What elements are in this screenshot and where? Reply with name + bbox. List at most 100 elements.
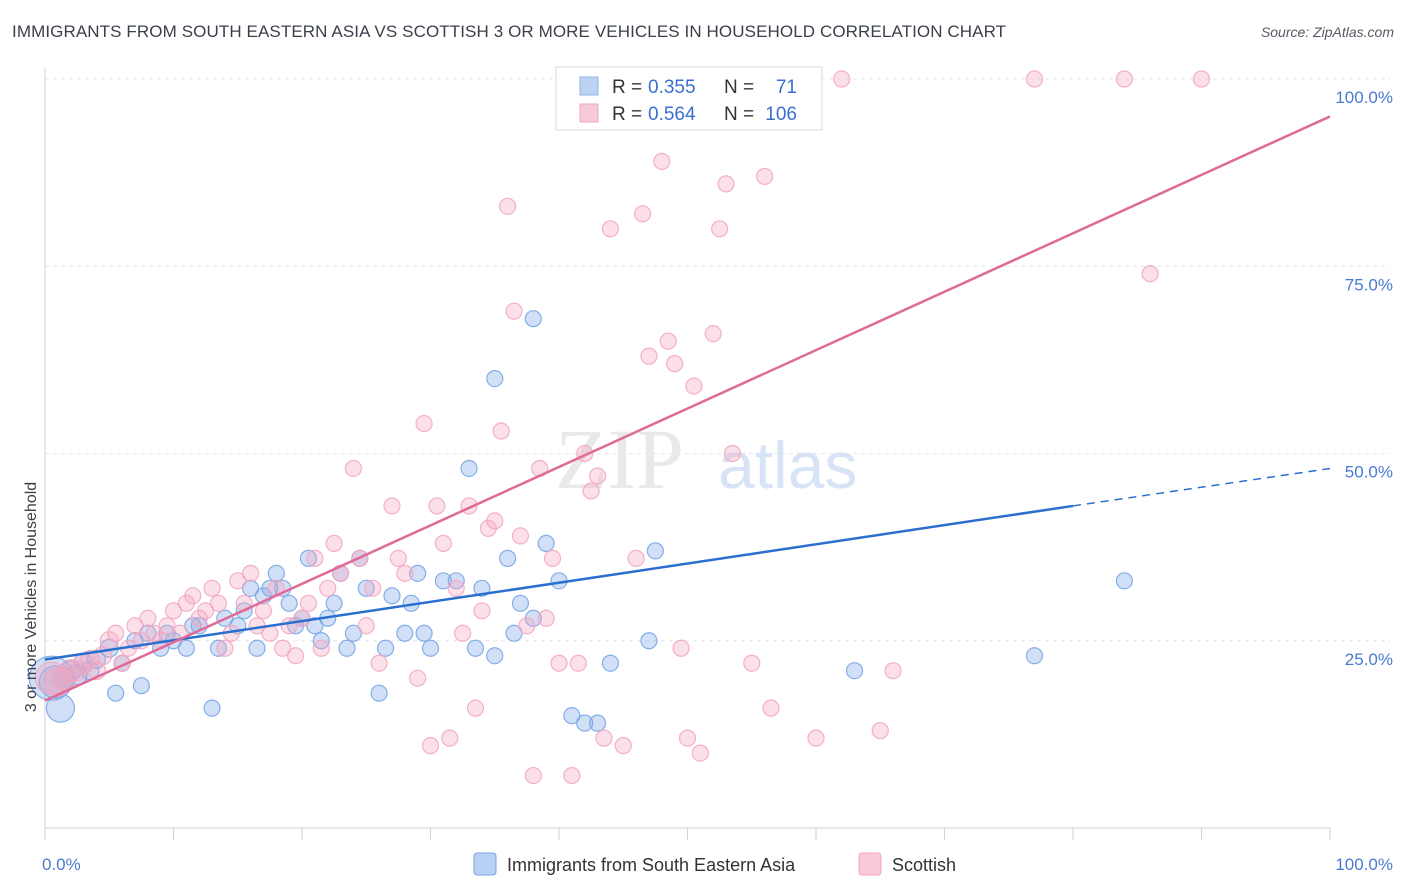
scottish-point bbox=[51, 665, 77, 691]
immigrants-point bbox=[248, 639, 266, 657]
scottish-point bbox=[550, 654, 568, 672]
grid-lines bbox=[45, 78, 1390, 642]
immigrants-point bbox=[370, 684, 388, 702]
immigrants-point bbox=[434, 572, 452, 590]
scottish-point bbox=[80, 649, 100, 670]
immigrants-point bbox=[421, 639, 440, 657]
immigrants-point bbox=[299, 549, 318, 567]
scottish-point bbox=[672, 639, 690, 657]
stats-legend-box bbox=[555, 66, 823, 131]
stats-legend: R = 0.355 N = 71 R = 0.564 N = 106 bbox=[555, 66, 823, 131]
y-tick-label: 75.0% bbox=[1345, 275, 1393, 294]
immigrants-point bbox=[261, 579, 279, 597]
y-axis-label: 3 or more Vehicles in Household bbox=[23, 482, 40, 712]
scottish-point bbox=[299, 594, 318, 612]
x-tick-labels: 0.0% 100.0% bbox=[42, 855, 1393, 874]
bottom-legend-swatch bbox=[858, 852, 882, 876]
scottish-point bbox=[357, 617, 375, 635]
immigrants-point bbox=[537, 534, 555, 552]
scottish-point bbox=[582, 482, 600, 500]
scottish-point bbox=[396, 564, 414, 582]
immigrants-point bbox=[383, 587, 401, 605]
scottish-point bbox=[511, 527, 530, 545]
immigrants-point bbox=[107, 684, 125, 702]
stats-n-value: 106 bbox=[765, 104, 797, 125]
scottish-point bbox=[209, 594, 228, 612]
scottish-point bbox=[1192, 70, 1211, 88]
scottish-point bbox=[164, 602, 183, 620]
immigrants-point bbox=[344, 624, 362, 642]
scottish-point bbox=[640, 347, 658, 365]
scottish-point bbox=[447, 579, 465, 597]
immigrants-point bbox=[845, 662, 864, 680]
immigrants-point bbox=[242, 579, 260, 597]
scottish-point bbox=[203, 579, 221, 597]
scottish-point bbox=[441, 729, 459, 747]
scottish-point bbox=[614, 737, 632, 755]
bottom-legend: Immigrants from South Eastern Asia Scotti… bbox=[473, 852, 956, 876]
immigrants-point bbox=[177, 639, 195, 657]
scottish-point bbox=[666, 355, 684, 373]
stats-r-value: 0.564 bbox=[648, 104, 696, 125]
scottish-point bbox=[1025, 70, 1044, 88]
scottish-point bbox=[871, 722, 889, 740]
immigrants-point bbox=[486, 370, 504, 388]
scottish-point bbox=[653, 152, 671, 170]
scottish-point bbox=[633, 205, 652, 223]
scottish-point bbox=[409, 669, 427, 687]
y-tick-label: 25.0% bbox=[1345, 650, 1393, 669]
scottish-point bbox=[184, 587, 202, 605]
immigrants-point bbox=[646, 542, 664, 560]
scottish-point bbox=[704, 325, 722, 343]
scottish-point bbox=[312, 639, 330, 657]
scottish-trend-line bbox=[44, 115, 1331, 702]
scottish-point bbox=[415, 414, 433, 433]
trend-lines bbox=[44, 115, 1331, 702]
y-tick-label: 50.0% bbox=[1345, 463, 1393, 482]
scottish-point bbox=[229, 572, 247, 590]
scottish-point bbox=[659, 332, 677, 350]
immigrants-trend-extension bbox=[1072, 467, 1331, 507]
bottom-legend-label: Scottish bbox=[892, 855, 956, 875]
scottish-point bbox=[325, 534, 343, 552]
scottish-point bbox=[563, 766, 581, 785]
watermark: ZIP atlas bbox=[555, 411, 857, 507]
scottish-point bbox=[126, 617, 144, 635]
scottish-point bbox=[158, 617, 176, 635]
scottish-point bbox=[486, 512, 504, 530]
scottish-point bbox=[274, 639, 292, 657]
immigrants-point bbox=[280, 594, 298, 612]
stats-r-label: R = bbox=[612, 104, 642, 125]
scottish-point bbox=[691, 744, 709, 762]
scottish-point bbox=[293, 609, 311, 627]
scottish-point bbox=[543, 549, 562, 567]
immigrants-point bbox=[640, 632, 658, 650]
immigrants-point bbox=[357, 579, 375, 597]
scottish-point bbox=[473, 602, 491, 620]
immigrants-point bbox=[396, 624, 414, 642]
stats-r-label: R = bbox=[612, 77, 642, 98]
immigrants-point bbox=[473, 579, 491, 597]
immigrants-point bbox=[563, 707, 581, 725]
scottish-point bbox=[319, 579, 337, 597]
scottish-point bbox=[833, 70, 851, 88]
source-label: Source: ZipAtlas.com bbox=[1260, 24, 1394, 40]
chart-title: IMMIGRANTS FROM SOUTH EASTERN ASIA VS SC… bbox=[12, 22, 1007, 41]
immigrants-point bbox=[338, 639, 356, 657]
immigrants-point bbox=[209, 639, 228, 657]
bottom-legend-swatch bbox=[473, 852, 497, 876]
scottish-point bbox=[505, 302, 523, 320]
scottish-point bbox=[678, 729, 697, 747]
scottish-point bbox=[242, 564, 260, 582]
stats-n-label: N = bbox=[724, 77, 754, 98]
x-tick-label: 100.0% bbox=[1335, 855, 1393, 874]
immigrants-point bbox=[409, 564, 427, 582]
scottish-point bbox=[421, 737, 440, 755]
scottish-point bbox=[755, 167, 774, 185]
scottish-point bbox=[139, 609, 157, 627]
immigrants-point bbox=[376, 639, 395, 657]
scottish-point bbox=[524, 766, 542, 785]
scottish-point bbox=[434, 534, 452, 552]
stats-legend-swatch bbox=[579, 103, 599, 123]
scottish-point bbox=[711, 220, 729, 238]
